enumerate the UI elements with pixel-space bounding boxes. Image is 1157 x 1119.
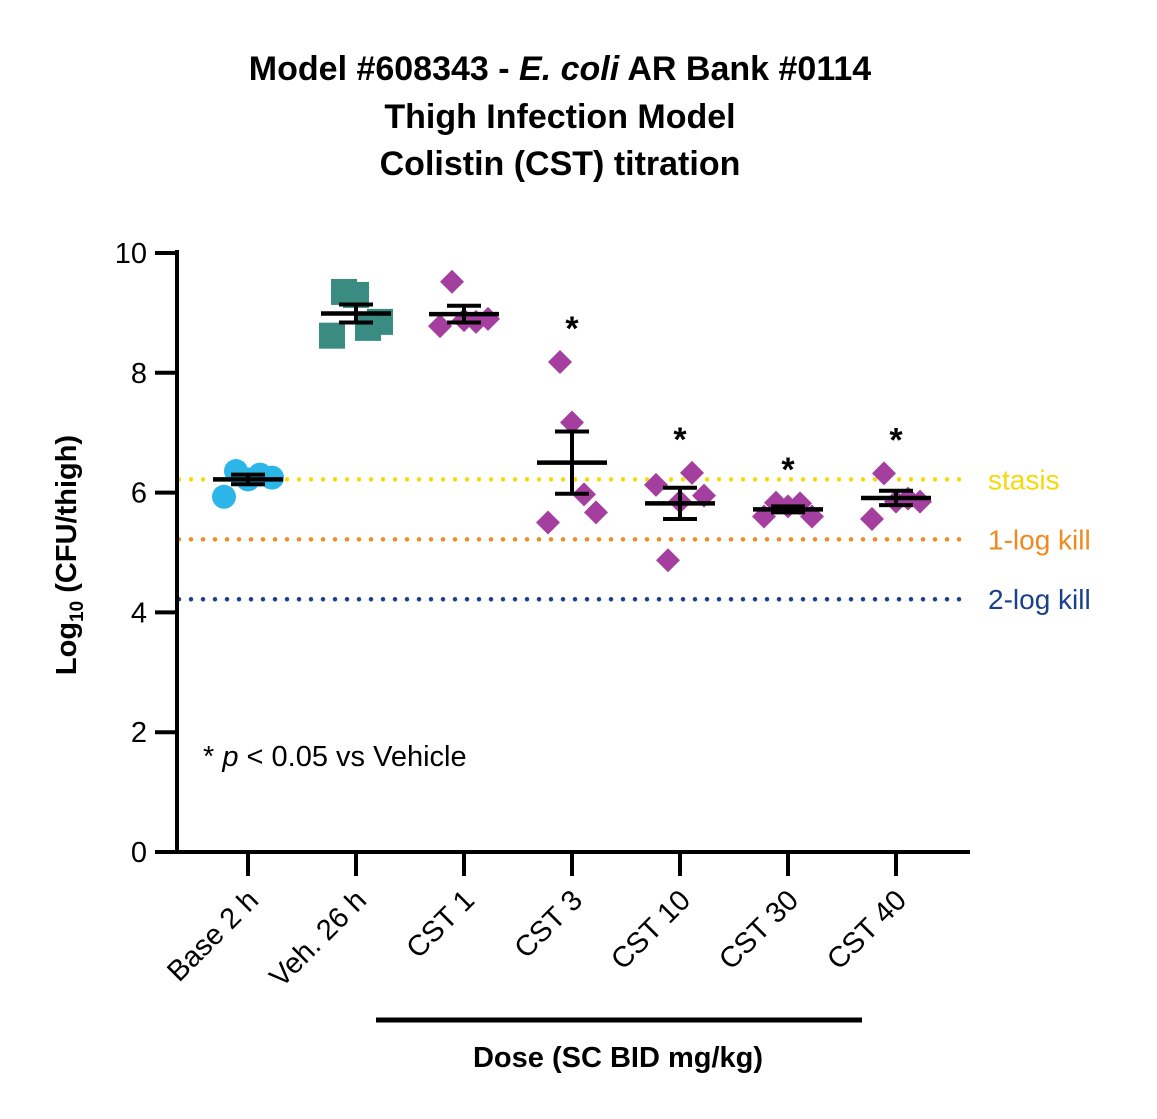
significance-star-4: *	[673, 421, 687, 459]
data-groups: * * * *	[212, 269, 932, 573]
point-2-0	[428, 314, 452, 339]
group-3: *	[536, 310, 608, 535]
x-tick-label-0: Base 2 h	[161, 884, 265, 988]
significance-star-5: *	[781, 451, 795, 489]
reference-lines: stasis 1-log kill 2-log kill	[176, 464, 1091, 615]
point-6-1	[872, 461, 896, 486]
point-2-1	[440, 269, 464, 294]
group-0	[212, 459, 284, 509]
point-3-0	[536, 510, 560, 535]
y-tick-label-10: 10	[115, 238, 147, 270]
y-tick-label-2: 2	[131, 717, 147, 749]
y-axis-label: Log10 (CFU/thigh)	[51, 435, 88, 675]
x-axis-label: Dose (SC BID mg/kg)	[473, 1042, 763, 1074]
x-tick-label-3: CST 3	[509, 884, 589, 964]
significance-note: * p < 0.05 vs Vehicle	[203, 741, 467, 773]
title-line-2: Thigh Infection Model	[384, 98, 735, 136]
chart-title: Model #608343 - E. coli AR Bank #0114 Th…	[249, 50, 871, 183]
point-5-3	[788, 491, 812, 516]
group-5: *	[752, 451, 824, 529]
point-6-4	[908, 489, 932, 514]
y-axis-ticks: 0 2 4 6 8 10	[115, 238, 177, 869]
point-3-1	[548, 350, 572, 375]
point-3-2	[560, 410, 584, 435]
group-4: *	[644, 421, 716, 573]
significance-star-3: *	[565, 310, 579, 348]
point-3-4	[584, 500, 608, 525]
point-4-0	[644, 472, 668, 497]
reference-label-2: 2-log kill	[988, 584, 1091, 615]
point-4-1	[656, 548, 680, 573]
point-5-1	[764, 490, 788, 515]
y-tick-label-0: 0	[131, 837, 147, 869]
y-tick-label-6: 6	[131, 478, 147, 510]
significance-star-6: *	[889, 421, 903, 459]
x-tick-label-5: CST 30	[713, 884, 805, 976]
x-tick-label-4: CST 10	[605, 884, 697, 976]
group-2	[428, 269, 500, 339]
point-1-0	[319, 322, 345, 349]
group-1	[319, 278, 393, 349]
point-4-3	[680, 460, 704, 485]
point-0-0	[212, 484, 236, 509]
reference-label-0: stasis	[988, 464, 1060, 495]
y-tick-label-8: 8	[131, 358, 147, 390]
title-line-1: Model #608343 - E. coli AR Bank #0114	[249, 50, 871, 88]
group-6: *	[860, 421, 932, 531]
x-tick-label-2: CST 1	[401, 884, 481, 964]
x-tick-label-1: Veh. 26 h	[264, 884, 373, 993]
title-line-3: Colistin (CST) titration	[380, 145, 741, 183]
point-6-0	[860, 506, 884, 531]
y-tick-label-4: 4	[131, 597, 147, 629]
reference-label-1: 1-log kill	[988, 524, 1091, 555]
x-tick-label-6: CST 40	[821, 884, 913, 976]
